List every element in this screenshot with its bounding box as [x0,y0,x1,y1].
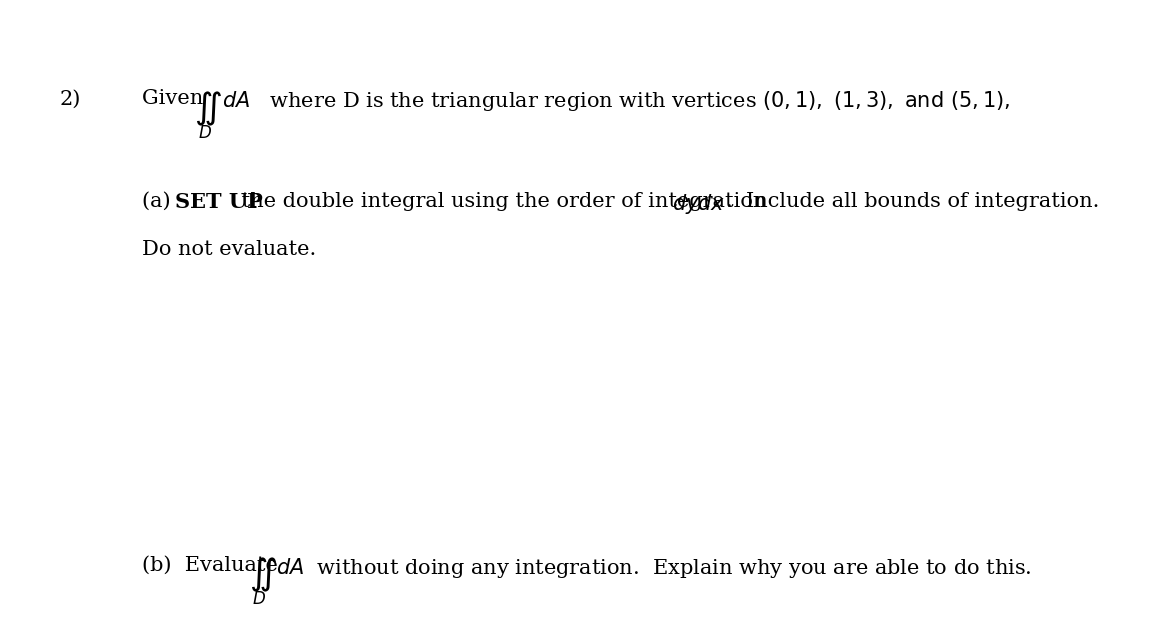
Text: the double integral using the order of integration: the double integral using the order of i… [235,192,772,211]
Text: 2): 2) [60,89,82,109]
Text: $dA$  without doing any integration.  Explain why you are able to do this.: $dA$ without doing any integration. Expl… [276,556,1032,580]
Text: SET UP: SET UP [174,192,262,212]
Text: .  Include all bounds of integration.: . Include all bounds of integration. [725,192,1100,211]
Text: $(0,1),\ (1,3),\ \mathrm{and}\ (5,1),$: $(0,1),\ (1,3),\ \mathrm{and}\ (5,1),$ [762,89,1010,112]
Text: $dA$   where D is the triangular region with vertices: $dA$ where D is the triangular region wi… [221,89,757,114]
Text: $\iint$: $\iint$ [249,556,277,594]
Text: Given: Given [142,89,209,109]
Text: $D$: $D$ [198,125,212,142]
Text: (a): (a) [142,192,177,211]
Text: $D$: $D$ [253,591,267,608]
Text: $\iint$: $\iint$ [194,89,222,128]
Text: $dydx$: $dydx$ [673,192,725,216]
Text: Do not evaluate.: Do not evaluate. [142,240,316,259]
Text: (b)  Evaluate: (b) Evaluate [142,556,284,575]
